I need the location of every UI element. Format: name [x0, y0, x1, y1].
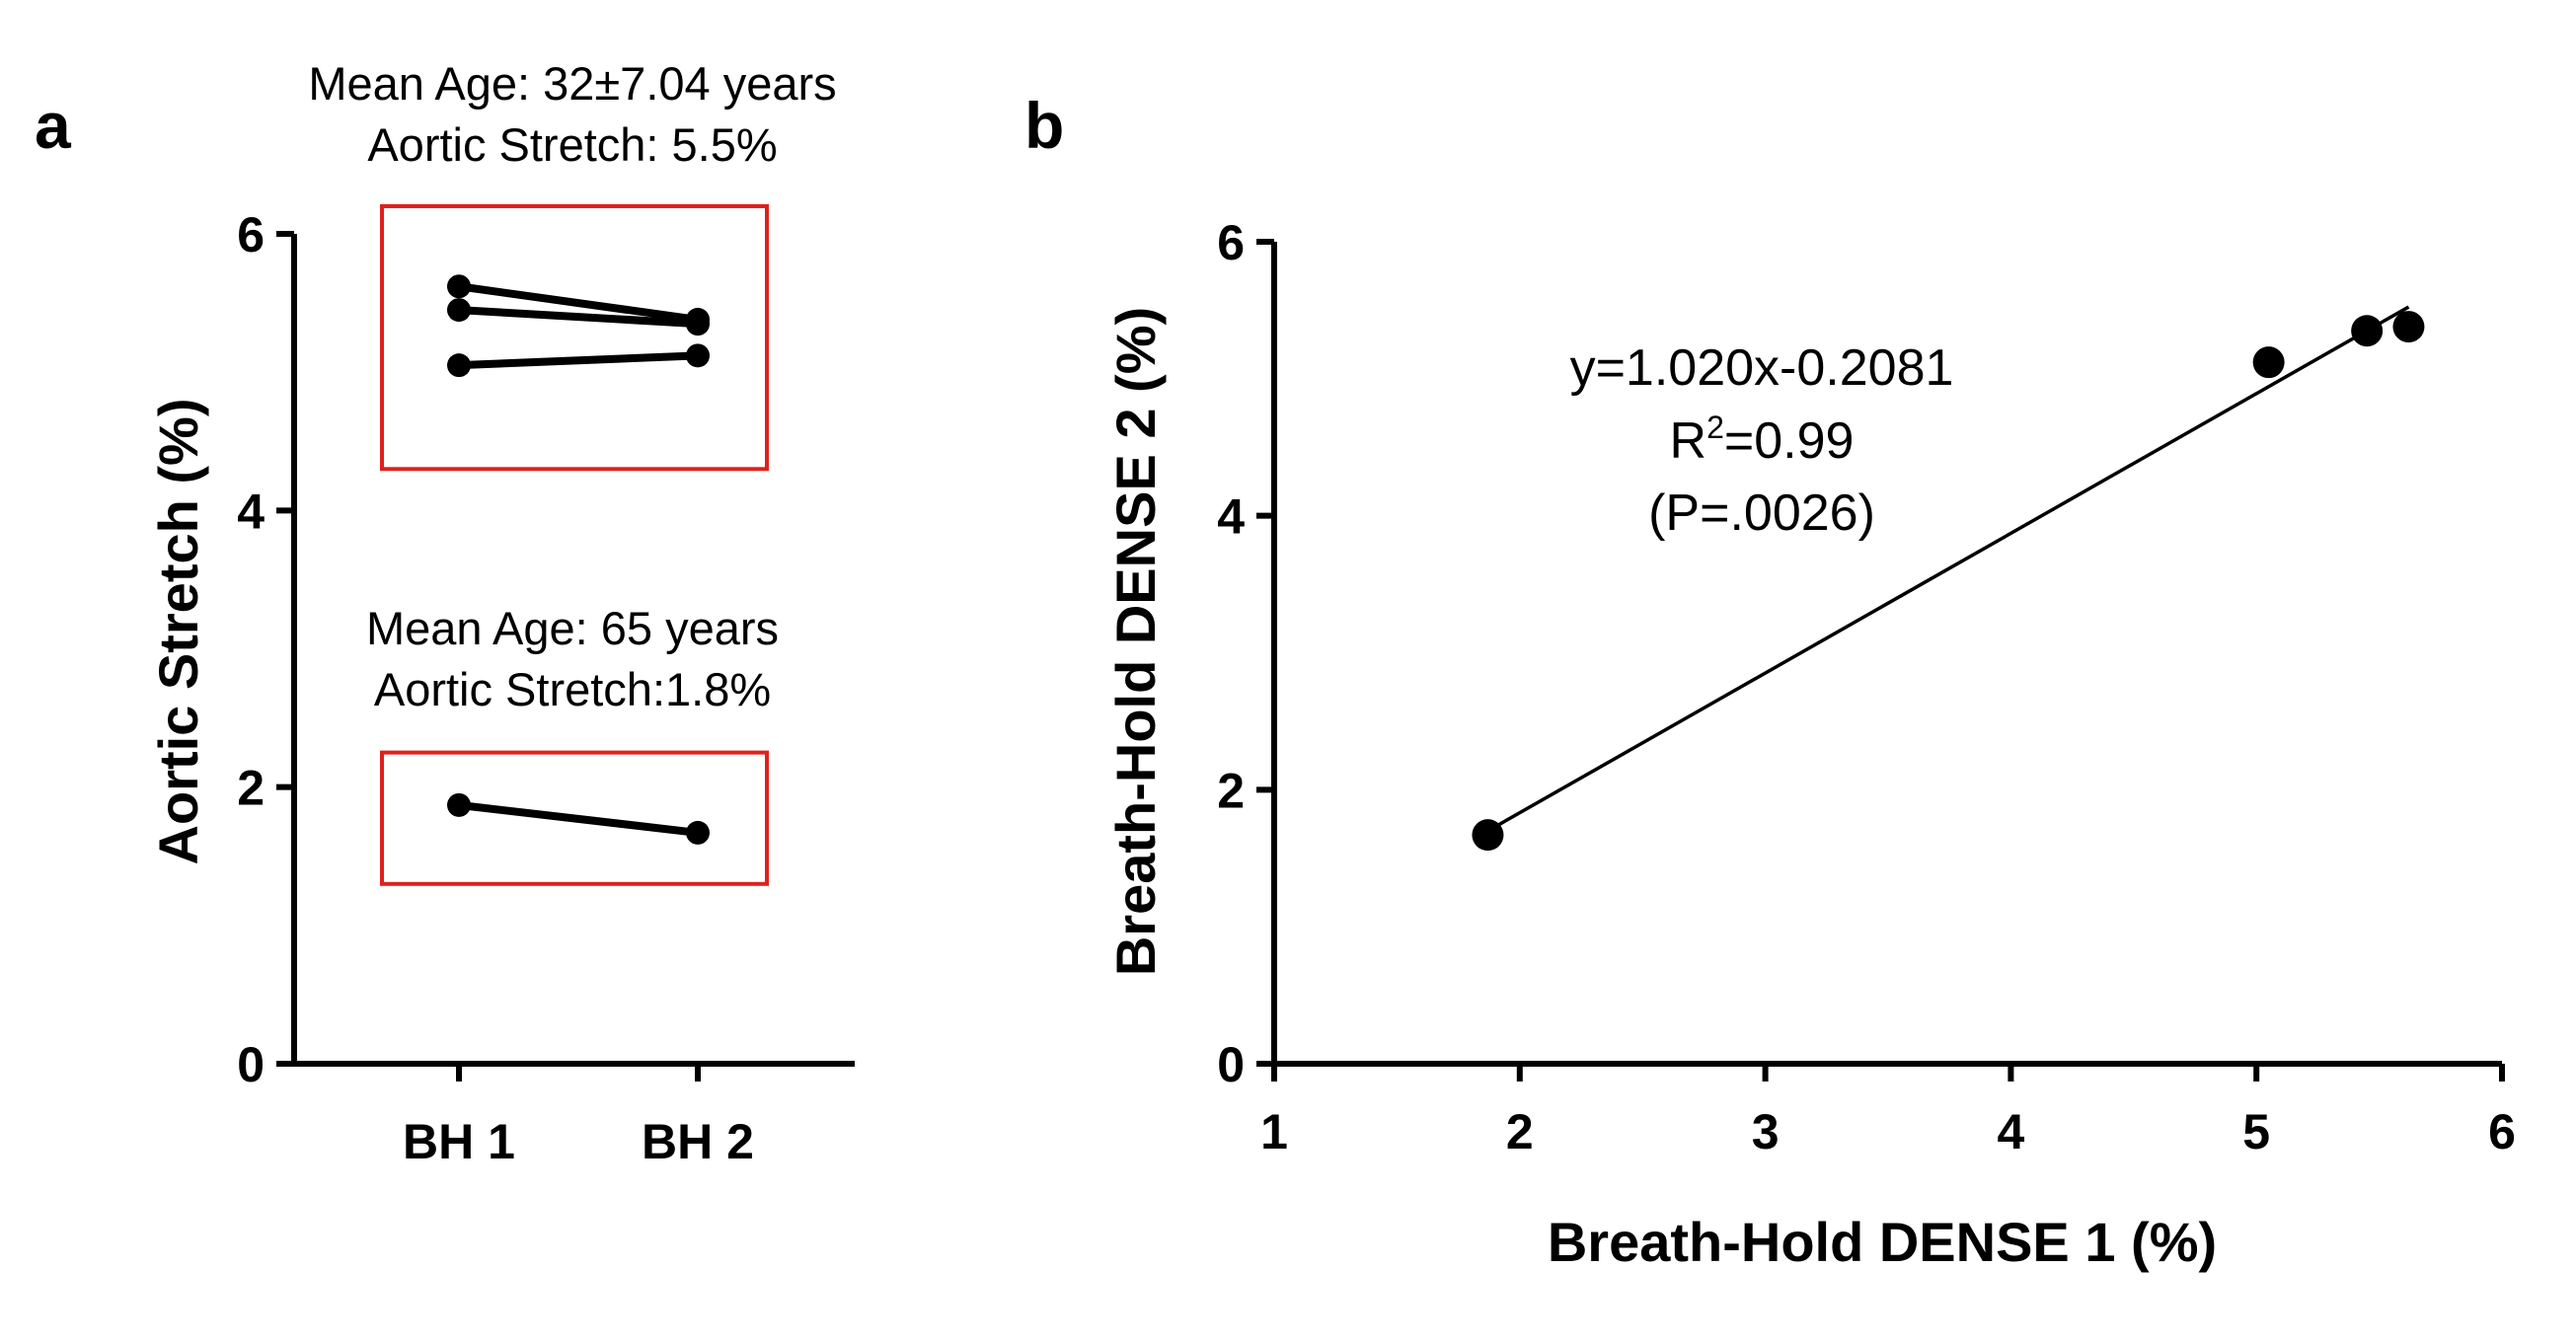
r-squared-superscript: 2 [1706, 410, 1724, 445]
x-ticks-b: 1 2 3 4 5 6 [1260, 1064, 2516, 1159]
panel-letter-a: a [35, 89, 72, 162]
group1-age-label: Mean Age: 32±7.04 years [308, 57, 836, 110]
panel-a: a Mean Age: 32±7.04 years Aortic Stretch… [35, 57, 855, 1169]
x-tick-label-b: 1 [1260, 1104, 1288, 1159]
regression-line-group [1486, 305, 2410, 833]
y-tick-label-a: 6 [237, 207, 265, 262]
x-tick-label-a: BH 1 [403, 1114, 515, 1169]
data-point-b [2252, 346, 2285, 379]
scatter-points-b [1472, 311, 2425, 852]
p-value-label: (P=.0026) [1648, 485, 1875, 542]
group-boxes-a [380, 203, 769, 886]
pair-line [458, 282, 699, 324]
y-tick-label-b: 4 [1217, 489, 1245, 545]
y-tick-label-b: 2 [1217, 763, 1245, 818]
pair-line [458, 351, 699, 370]
x-tick-label-b: 6 [2488, 1104, 2516, 1159]
data-point-a [447, 274, 471, 299]
x-tick-label-b: 3 [1752, 1104, 1780, 1159]
data-point-a [447, 353, 471, 378]
data-point-b [2351, 315, 2384, 347]
panel-b: b Breath-Hold DENSE 2 (%) Breath-Hold DE… [1024, 89, 2516, 1273]
data-point-a [447, 298, 471, 323]
y-ticks-b: 0 2 4 6 [1217, 215, 1274, 1092]
data-point-a [447, 792, 471, 817]
group1-stretch-label: Aortic Stretch: 5.5% [367, 118, 777, 171]
y-tick-label-a: 0 [237, 1037, 265, 1092]
pair-line [458, 800, 699, 837]
data-point-b [1472, 819, 1504, 852]
regression-line [1486, 305, 2410, 833]
x-ticks-a: BH 1 BH 2 [403, 1064, 754, 1169]
group-box [380, 203, 769, 472]
x-tick-label-b: 2 [1506, 1104, 1534, 1159]
data-point-a [686, 343, 710, 368]
y-ticks-a: 0 2 4 6 [237, 207, 294, 1092]
data-point-b [2392, 311, 2425, 343]
panel-letter-b: b [1024, 89, 1064, 162]
x-tick-label-a: BH 2 [642, 1114, 754, 1169]
group2-stretch-label: Aortic Stretch:1.8% [374, 663, 771, 715]
data-point-a [686, 820, 710, 845]
regression-equation: y=1.020x-0.2081 [1570, 339, 1954, 397]
pair-dots-a [447, 274, 710, 845]
x-tick-label-b: 5 [2242, 1104, 2270, 1159]
r-squared-label: R2=0.99 [1670, 410, 1855, 470]
x-tick-label-b: 4 [1997, 1104, 2024, 1159]
y-tick-label-b: 6 [1217, 215, 1245, 270]
y-tick-label-b: 0 [1217, 1037, 1245, 1092]
y-tick-label-a: 4 [237, 484, 265, 539]
group-box [380, 750, 769, 886]
x-axis-title-b: Breath-Hold DENSE 1 (%) [1548, 1211, 2217, 1273]
y-axis-title-b: Breath-Hold DENSE 2 (%) [1104, 307, 1167, 976]
pair-lines-a [458, 282, 699, 837]
y-axis-title-a: Aortic Stretch (%) [147, 399, 209, 865]
r-squared-value: =0.99 [1724, 412, 1855, 470]
group2-age-label: Mean Age: 65 years [366, 602, 779, 654]
data-point-a [686, 312, 710, 336]
r-squared-base: R [1670, 412, 1707, 470]
pair-line [458, 306, 699, 329]
y-tick-label-a: 2 [237, 761, 265, 816]
